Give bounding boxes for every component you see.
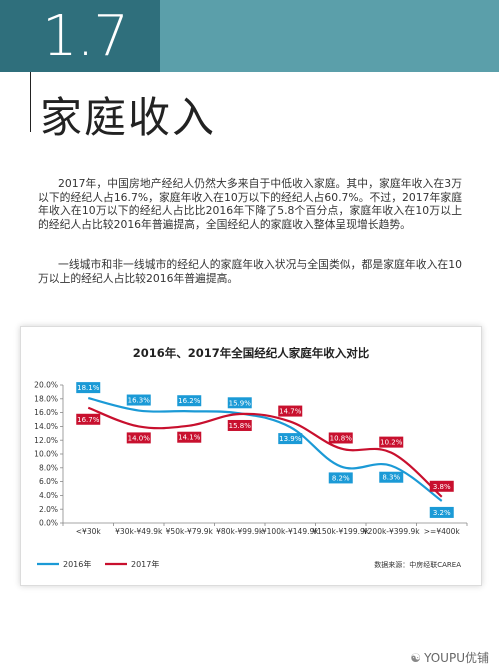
data-labels: 18.1% 16.3% 16.2% 15.9% 13.9% 8.2% 8.3% 3.2% 16.… [76,382,454,518]
y-tick-label: 6.0% [39,477,58,486]
data-label-box [328,432,353,444]
data-label-text: 10.2% [380,439,403,447]
data-label-text: 14.7% [279,408,302,416]
data-label-text: 18.1% [77,384,100,392]
data-label-box [328,472,353,484]
y-tick-label: 16.0% [34,408,58,417]
data-label: 13.9% [278,433,303,445]
chart-title: 2016年、2017年全国经纪人家庭年收入对比 [133,346,370,360]
data-label: 14.7% [278,405,303,417]
data-label: 16.2% [177,395,202,407]
data-source-note: 数据来源：中房经联CAREA [374,560,461,569]
divider-line [30,72,31,132]
watermark-text: YOUPU优铺 [424,651,489,665]
data-label-text: 16.3% [128,397,151,405]
data-label: 3.8% [429,480,454,492]
data-label-text: 14.0% [128,434,151,442]
legend-label: 2016年 [63,559,91,569]
section-number: 1.7 [42,4,129,69]
data-label-box [126,394,151,406]
data-label-text: 8.3% [382,474,400,482]
data-label-box [227,397,252,409]
x-tick-label: ¥80k-¥99.9k [216,527,264,536]
data-label-text: 8.2% [332,474,350,482]
x-tick-label: ¥150k-¥199.9k [312,527,369,536]
data-label-box [278,405,303,417]
data-label-text: 16.7% [77,416,100,424]
y-tick-label: 20.0% [34,381,58,390]
section-number-banner: 1.7 [0,0,499,72]
data-label-box [76,413,101,425]
y-tick-label: 0.0% [39,519,58,528]
data-label-text: 14.1% [178,434,201,442]
y-tick-label: 10.0% [34,450,58,459]
data-label: 3.2% [429,506,454,518]
data-label: 18.1% [76,382,101,394]
data-label: 16.7% [76,413,101,425]
data-label-box [76,382,101,394]
legend: 2016年 2017年 [37,559,159,569]
data-label-box [429,506,454,518]
data-label: 16.3% [126,394,151,406]
data-label-text: 13.9% [279,435,302,443]
x-tick-label: <¥30k [76,527,102,536]
chart-canvas: 2016年、2017年全国经纪人家庭年收入对比 0.0% 2.0% 4.0% 6.0%… [34,346,468,569]
watermark: ☯ YOUPU优铺 [410,649,489,666]
wechat-icon: ☯ [410,651,422,665]
series-lines [87,397,443,502]
series-line-2016 [87,397,443,502]
y-tick-label: 14.0% [34,422,58,431]
data-label-text: 3.2% [433,509,451,517]
data-label: 8.2% [328,472,353,484]
data-label-text: 16.2% [178,397,201,405]
y-axis: 0.0% 2.0% 4.0% 6.0% 8.0% 10.0% 12.0% 14.0% 16.0%… [34,381,64,528]
body-paragraph-2: 一线城市和非一线城市的经纪人的家庭年收入状况与全国类似，都是家庭年收入在10万以… [38,258,462,285]
x-tick-label: ¥50k-¥79.9k [166,527,214,536]
data-label: 10.8% [328,432,353,444]
x-tick-label: >=¥400k [424,527,461,536]
y-tick-label: 2.0% [39,505,58,514]
data-label-box [379,471,404,483]
y-tick-label: 12.0% [34,436,58,445]
data-label-text: 15.9% [229,399,252,407]
section-title: 家庭收入 [40,93,217,142]
data-label-box [177,431,202,443]
data-label-text: 3.8% [433,483,451,491]
y-tick-label: 4.0% [39,491,58,500]
data-label-box [177,395,202,407]
y-tick-label: 18.0% [34,394,58,403]
data-label: 10.2% [379,436,404,448]
data-label: 8.3% [379,471,404,483]
data-label-text: 15.8% [229,422,252,430]
x-axis: <¥30k ¥30k-¥49.9k ¥50k-¥79.9k ¥80k-¥99.9k¥1… [62,522,468,536]
y-tick-label: 8.0% [39,463,58,472]
data-label-box [227,419,252,431]
data-label: 14.0% [126,432,151,444]
data-label: 14.1% [177,431,202,443]
data-label-box [429,480,454,492]
data-label-box [379,436,404,448]
x-tick-label: ¥200k-¥399.9k [363,527,420,536]
legend-label: 2017年 [131,559,159,569]
data-label: 15.8% [227,419,252,431]
data-label-text: 10.8% [330,434,353,442]
x-tick-label: ¥30k-¥49.9k [115,527,163,536]
income-comparison-chart: 2016年、2017年全国经纪人家庭年收入对比 0.0% 2.0% 4.0% 6.0%… [20,326,482,586]
body-paragraph-1: 2017年，中国房地产经纪人仍然大多来自于中低收入家庭。其中，家庭年收入在3万以… [38,177,462,231]
x-tick-label: ¥100k-¥149.9k [262,527,319,536]
banner-dark-band [0,0,160,72]
series-line-2017 [87,406,443,498]
data-label-box [126,432,151,444]
data-label: 15.9% [227,397,252,409]
data-label-box [278,433,303,445]
